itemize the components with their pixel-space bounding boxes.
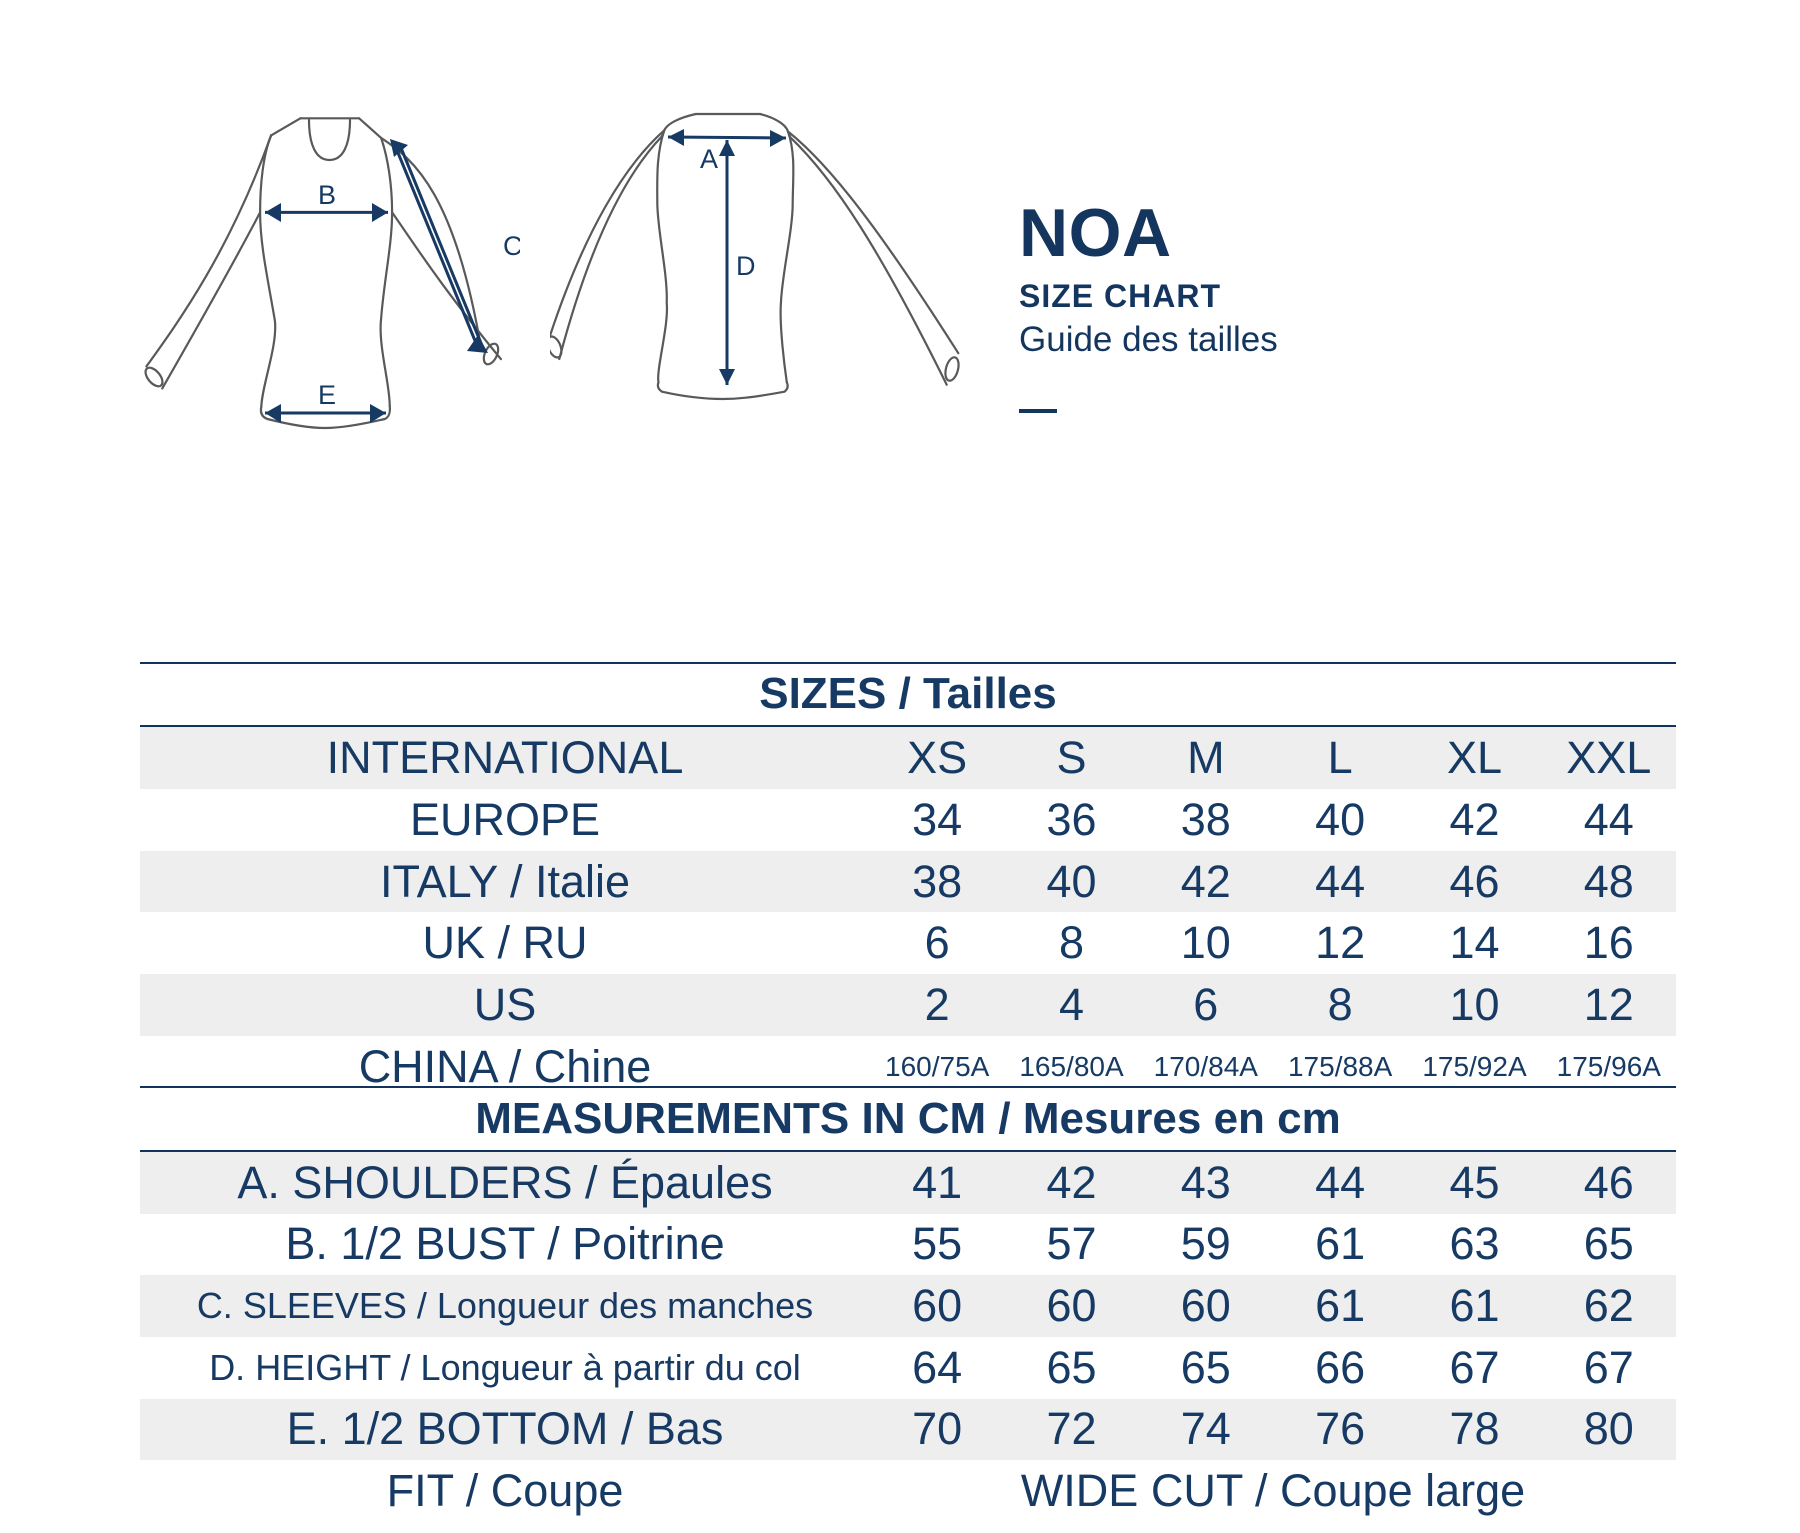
svg-text:D: D [736, 251, 756, 281]
svg-text:A: A [700, 144, 718, 174]
svg-text:E: E [318, 380, 336, 410]
svg-text:B: B [318, 180, 336, 210]
svg-text:C: C [503, 231, 520, 261]
